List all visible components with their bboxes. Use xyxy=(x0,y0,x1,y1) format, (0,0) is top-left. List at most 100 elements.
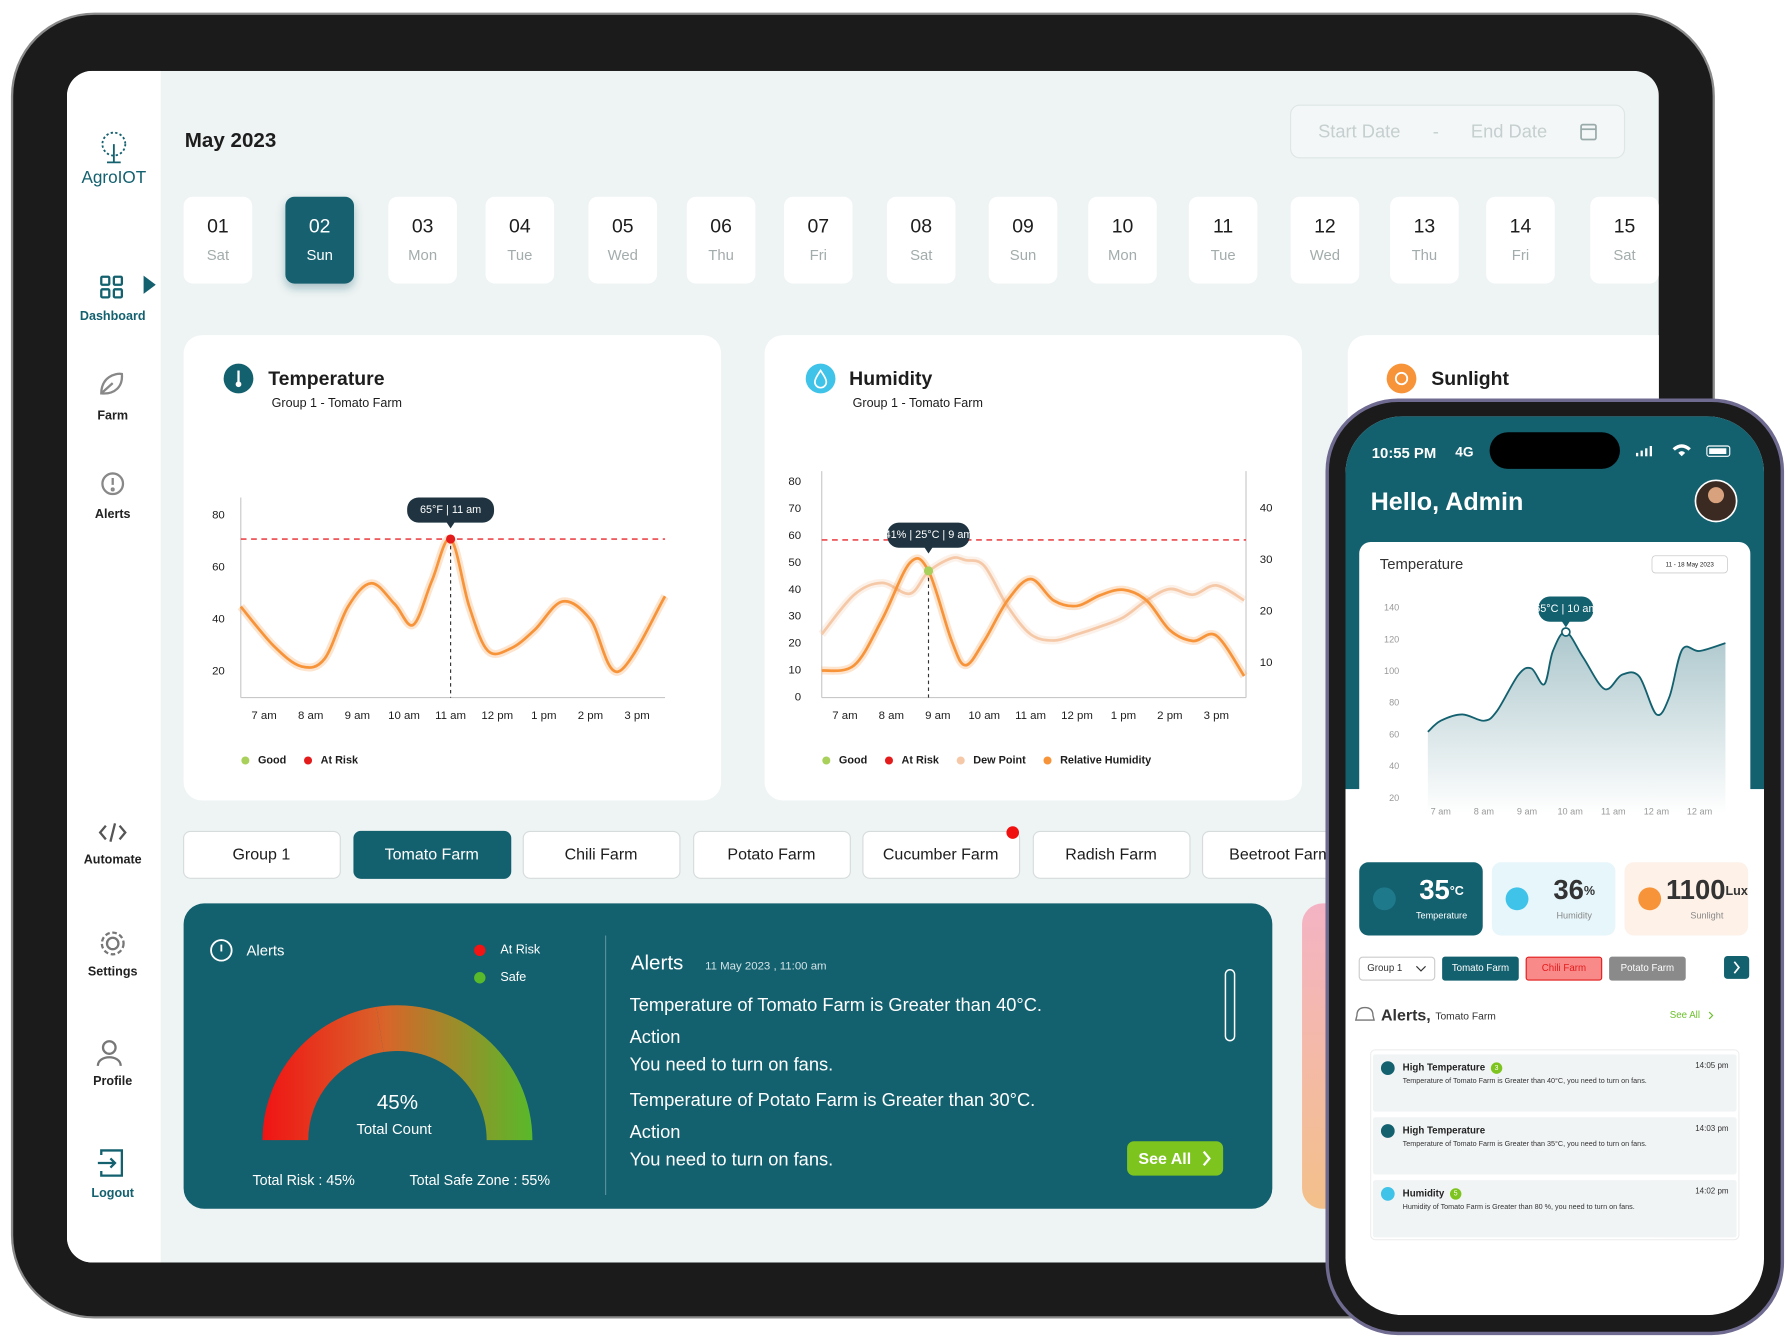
legend-label: Safe xyxy=(500,970,526,984)
see-all-label[interactable]: See All xyxy=(1138,1151,1191,1168)
day-tile[interactable] xyxy=(988,196,1058,284)
day-date: 10 xyxy=(1112,216,1134,238)
phone-tab-label[interactable]: Tomato Farm xyxy=(1452,963,1509,974)
farm-tab[interactable] xyxy=(693,830,851,879)
see-all-button[interactable] xyxy=(1127,1141,1224,1176)
day-tile[interactable] xyxy=(1486,196,1555,284)
alert-text: Temperature of Tomato Farm is Greater th… xyxy=(1402,1140,1647,1149)
farm-tab-label[interactable]: Cucumber Farm xyxy=(883,847,999,864)
stat-icon xyxy=(1638,887,1662,911)
day-tile[interactable] xyxy=(485,196,555,284)
phone-tab-label[interactable]: Potato Farm xyxy=(1621,963,1674,974)
farm-tab-label[interactable]: Tomato Farm xyxy=(385,847,479,864)
farm-tab-label[interactable]: Beetroot Farm xyxy=(1229,847,1331,864)
alert-message: Temperature of Tomato Farm is Greater th… xyxy=(630,994,1042,1015)
alert-action: You need to turn on fans. xyxy=(630,1054,834,1075)
day-tile[interactable] xyxy=(1188,196,1258,284)
day-date: 15 xyxy=(1614,216,1636,238)
x-tick-label: 9 am xyxy=(345,710,370,722)
alerts-farm: Tomato Farm xyxy=(1435,1011,1496,1022)
day-tile[interactable] xyxy=(388,196,457,284)
farm-tab-label[interactable]: Group 1 xyxy=(232,847,290,864)
x-tick-label: 12 pm xyxy=(1061,710,1093,722)
day-weekday: Fri xyxy=(1512,248,1529,264)
alert-time: 14:05 pm xyxy=(1695,1061,1729,1070)
start-date[interactable]: Start Date xyxy=(1318,120,1400,141)
day-tile[interactable] xyxy=(1590,196,1659,284)
y2-tick-label: 10 xyxy=(1260,657,1273,669)
day-tile[interactable] xyxy=(1088,196,1157,284)
alert-item xyxy=(1372,1054,1737,1112)
legend-label: Relative Humidity xyxy=(1060,754,1151,766)
day-tile[interactable] xyxy=(588,196,658,284)
alerts-heading: Alerts, Tomato Farm xyxy=(1381,1008,1496,1025)
day-tile[interactable] xyxy=(1290,196,1360,284)
phone-tab[interactable] xyxy=(1525,956,1603,981)
nav-item[interactable]: Alerts xyxy=(95,507,131,521)
card-title: Sunlight xyxy=(1431,368,1509,390)
card-title: Temperature xyxy=(268,368,384,390)
phone-tab[interactable] xyxy=(1442,956,1519,981)
legend-label: Good xyxy=(258,754,286,766)
day-tile[interactable] xyxy=(784,196,853,284)
x-tick-label: 9 am xyxy=(925,710,950,722)
tab-next[interactable] xyxy=(1724,956,1750,979)
date-range: 11 - 18 May 2023 xyxy=(1666,562,1715,569)
farm-tab[interactable] xyxy=(353,830,512,879)
phone-tab-label[interactable]: Chili Farm xyxy=(1542,963,1586,974)
alert-title: High Temperature xyxy=(1403,1063,1486,1074)
day-tile[interactable] xyxy=(686,196,756,284)
stat-number: 35 xyxy=(1419,874,1450,905)
dynamic-island xyxy=(1489,432,1620,469)
farm-tab[interactable] xyxy=(183,830,341,879)
tooltip-pointer xyxy=(446,521,456,529)
farm-tab[interactable] xyxy=(522,830,681,879)
nav-item[interactable]: Profile xyxy=(93,1074,132,1088)
farm-tab[interactable] xyxy=(1032,830,1191,879)
alerts-title: Alerts, xyxy=(1381,1008,1431,1025)
filter-label[interactable]: Group 1 xyxy=(1367,963,1402,974)
stat-icon xyxy=(1505,887,1529,911)
farm-tab[interactable] xyxy=(862,830,1021,879)
day-tile[interactable] xyxy=(183,196,253,284)
legend-label: At Risk xyxy=(500,943,541,957)
tooltip-box xyxy=(887,522,970,548)
end-date[interactable]: End Date xyxy=(1471,120,1547,141)
alert-badge xyxy=(1449,1188,1462,1200)
sunlight-icon-glyph xyxy=(1394,371,1409,386)
gauge-segment xyxy=(376,1005,533,1141)
humidity-icon-glyph xyxy=(814,368,828,389)
y-tick-label: 20 xyxy=(212,666,225,678)
x-tick-label: 3 pm xyxy=(624,710,649,722)
phone-tab[interactable] xyxy=(1609,956,1686,981)
y-tick-label: 80 xyxy=(788,476,801,488)
date-chip[interactable] xyxy=(1651,555,1728,574)
nav-item[interactable]: Settings xyxy=(88,964,138,978)
day-tile[interactable] xyxy=(285,196,355,284)
y-tick-label: 40 xyxy=(212,614,225,626)
stat-label: Temperature xyxy=(1416,910,1467,920)
farm-tab-label[interactable]: Radish Farm xyxy=(1065,847,1157,864)
day-weekday: Sat xyxy=(1613,248,1636,264)
farm-tab-label[interactable]: Chili Farm xyxy=(565,847,638,864)
day-weekday: Sun xyxy=(1010,248,1036,264)
nav-item[interactable]: Dashboard xyxy=(80,309,146,323)
y-tick-label: 120 xyxy=(1384,634,1399,644)
day-tile[interactable] xyxy=(1390,196,1459,284)
y2-tick-label: 30 xyxy=(1260,554,1273,566)
day-tile[interactable] xyxy=(886,196,956,284)
y-tick-label: 80 xyxy=(212,510,225,522)
line xyxy=(239,537,667,673)
day-date: 02 xyxy=(309,216,331,238)
filter-dropdown[interactable] xyxy=(1358,956,1436,981)
scrollbar[interactable] xyxy=(1224,969,1236,1042)
nav-item[interactable]: Farm xyxy=(97,409,128,423)
nav-item[interactable]: Automate xyxy=(84,852,142,866)
farm-tab-label[interactable]: Potato Farm xyxy=(727,847,815,864)
see-all[interactable]: See All xyxy=(1670,1010,1700,1021)
alerts-timestamp: 11 May 2023 , 11:00 am xyxy=(705,960,827,972)
day-weekday: Thu xyxy=(708,248,734,264)
nav-item[interactable]: Logout xyxy=(91,1186,134,1200)
date-range[interactable] xyxy=(1290,104,1626,159)
gauge-segment xyxy=(262,1006,384,1141)
